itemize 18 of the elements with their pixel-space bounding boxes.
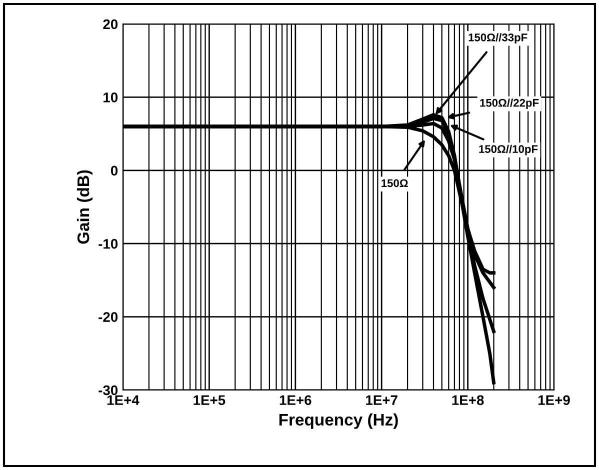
x-tick-label: 1E+4 [107, 395, 140, 405]
x-tick-label: 1E+5 [194, 395, 226, 406]
y-tick-label: -30 [98, 385, 118, 396]
annotation: 150Ω//22pF [480, 98, 539, 109]
annotation: 150Ω//33pF [468, 33, 528, 44]
y-tick-label: -10 [98, 238, 118, 249]
annotation: 150Ω [382, 179, 408, 188]
x-tick-label: 1E+6 [280, 395, 312, 406]
x-tick-label: 1E+7 [366, 395, 398, 405]
y-tick-label: -20 [98, 312, 118, 322]
x-tick-label: 1E+8 [452, 395, 484, 406]
x-axis-title: Frequency (Hz) [279, 413, 398, 429]
annotation: 150Ω//10pF [479, 144, 538, 156]
y-axis-title: Gain (dB) [76, 170, 93, 244]
y-tick-label: 10 [104, 92, 118, 102]
y-tick-label: 0 [110, 166, 118, 176]
y-tick-label: 20 [103, 19, 118, 30]
x-tick-label: 1E+9 [538, 395, 570, 406]
